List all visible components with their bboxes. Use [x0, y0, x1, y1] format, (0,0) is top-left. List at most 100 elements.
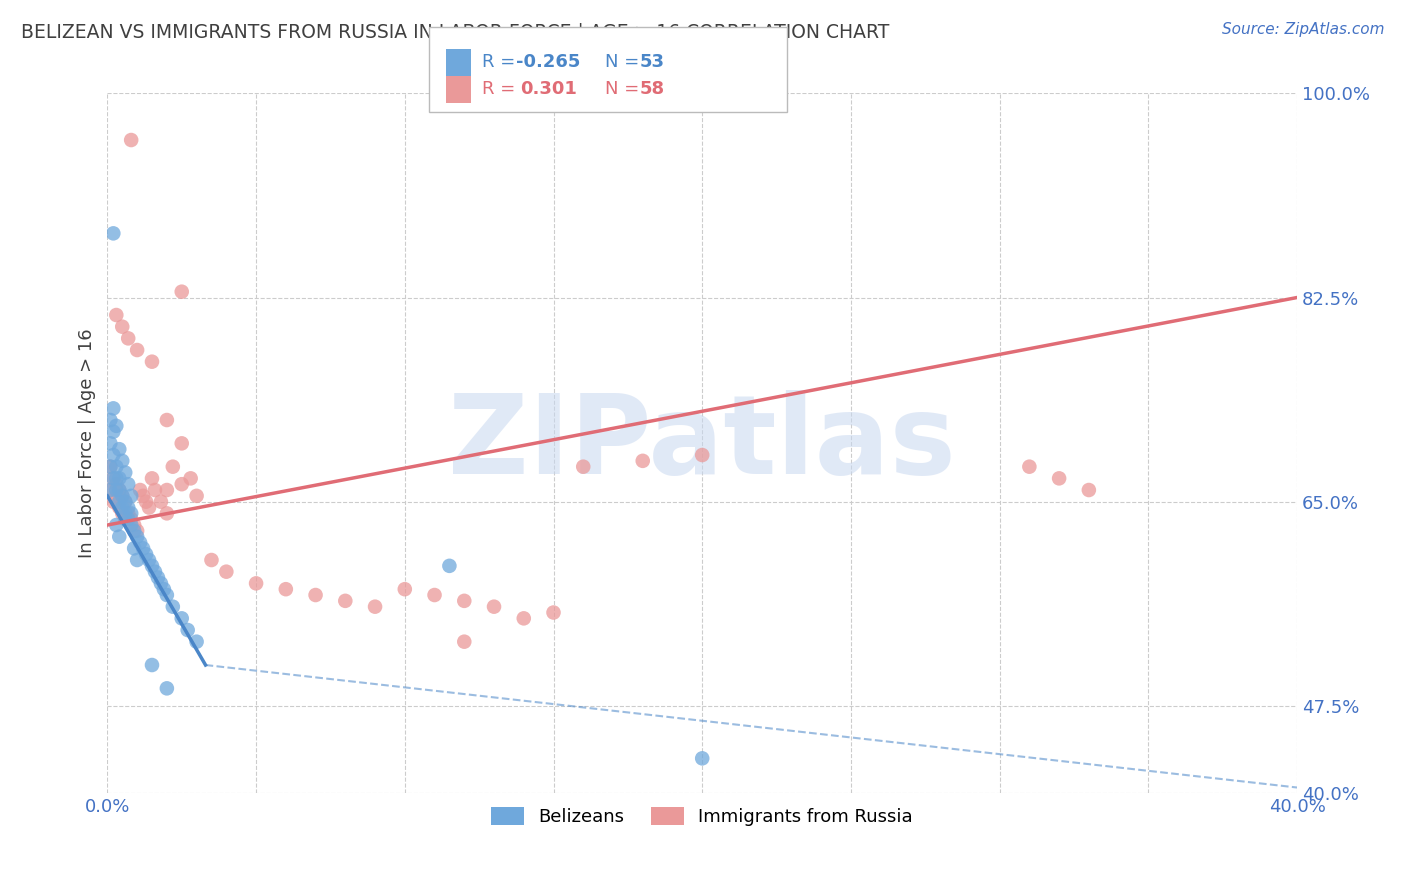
Point [114, 512, 136, 526]
Point [170, 436, 193, 450]
Text: N =: N = [605, 80, 644, 98]
Point [156, 681, 179, 696]
Point [274, 582, 297, 597]
Point [176, 623, 198, 637]
Point [572, 459, 595, 474]
Text: BELIZEAN VS IMMIGRANTS FROM RUSSIA IN LABOR FORCE | AGE > 16 CORRELATION CHART: BELIZEAN VS IMMIGRANTS FROM RUSSIA IN LA… [21, 22, 890, 42]
Text: N =: N = [605, 54, 644, 71]
Point [105, 489, 128, 503]
Point [114, 494, 136, 508]
Point [108, 483, 131, 497]
Point [117, 331, 139, 345]
Point [127, 553, 149, 567]
Point [122, 524, 145, 538]
Text: -0.265: -0.265 [516, 54, 581, 71]
Point [162, 459, 184, 474]
Point [135, 547, 157, 561]
Point [117, 477, 139, 491]
Point [127, 524, 149, 538]
Point [245, 576, 267, 591]
Point [186, 634, 208, 648]
Point [135, 494, 157, 508]
Text: 53: 53 [640, 54, 665, 71]
Text: Source: ZipAtlas.com: Source: ZipAtlas.com [1222, 22, 1385, 37]
Point [180, 471, 202, 485]
Point [111, 500, 134, 515]
Point [120, 133, 142, 147]
Point [439, 558, 461, 573]
Point [153, 582, 176, 597]
Point [1018, 459, 1040, 474]
Legend: Belizeans, Immigrants from Russia: Belizeans, Immigrants from Russia [484, 799, 921, 833]
Point [122, 518, 145, 533]
Point [120, 507, 142, 521]
Point [690, 448, 713, 462]
Point [162, 599, 184, 614]
Point [129, 535, 152, 549]
Point [98, 483, 121, 497]
Point [143, 565, 166, 579]
Point [143, 483, 166, 497]
Point [111, 454, 134, 468]
Point [170, 611, 193, 625]
Point [631, 454, 654, 468]
Point [117, 500, 139, 515]
Point [98, 436, 121, 450]
Point [141, 558, 163, 573]
Point [127, 530, 149, 544]
Point [690, 751, 713, 765]
Text: ZIPatlas: ZIPatlas [449, 390, 956, 497]
Text: 0.301: 0.301 [520, 80, 576, 98]
Point [105, 477, 128, 491]
Point [103, 471, 125, 485]
Point [304, 588, 326, 602]
Point [120, 518, 142, 533]
Point [149, 494, 172, 508]
Point [103, 494, 125, 508]
Point [186, 489, 208, 503]
Point [423, 588, 446, 602]
Point [364, 599, 387, 614]
Point [108, 483, 131, 497]
Point [108, 471, 131, 485]
Point [103, 425, 125, 439]
Point [543, 606, 565, 620]
Point [111, 507, 134, 521]
Point [105, 471, 128, 485]
Point [141, 658, 163, 673]
Point [103, 401, 125, 416]
Point [394, 582, 416, 597]
Point [482, 599, 505, 614]
Point [111, 319, 134, 334]
Point [105, 308, 128, 322]
Point [127, 343, 149, 357]
Point [103, 227, 125, 241]
Point [335, 594, 357, 608]
Point [120, 512, 142, 526]
Point [105, 418, 128, 433]
Point [105, 459, 128, 474]
Point [108, 530, 131, 544]
Point [111, 489, 134, 503]
Point [108, 500, 131, 515]
Point [156, 507, 179, 521]
Point [215, 565, 238, 579]
Point [114, 466, 136, 480]
Point [132, 541, 155, 556]
Point [111, 489, 134, 503]
Text: R =: R = [482, 80, 522, 98]
Point [200, 553, 222, 567]
Point [132, 489, 155, 503]
Point [170, 285, 193, 299]
Point [170, 477, 193, 491]
Point [117, 512, 139, 526]
Point [120, 489, 142, 503]
Point [149, 576, 172, 591]
Point [138, 500, 160, 515]
Point [105, 483, 128, 497]
Point [98, 459, 121, 474]
Point [114, 507, 136, 521]
Point [146, 570, 169, 584]
Point [156, 588, 179, 602]
Point [117, 507, 139, 521]
